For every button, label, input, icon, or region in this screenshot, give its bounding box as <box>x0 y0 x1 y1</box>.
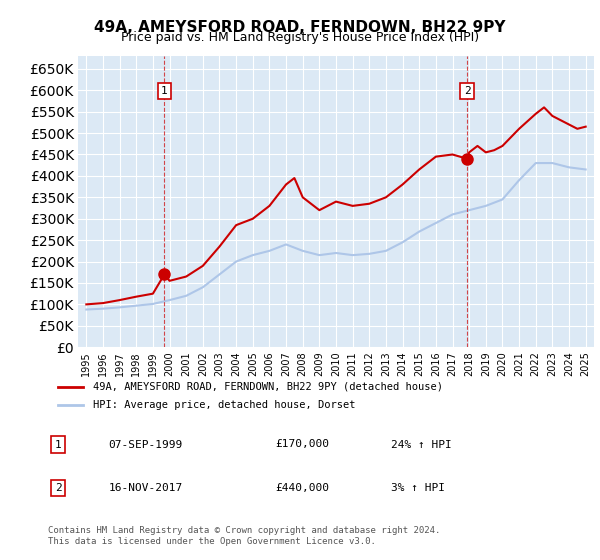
Text: 2: 2 <box>464 86 470 96</box>
Text: 24% ↑ HPI: 24% ↑ HPI <box>391 440 451 450</box>
Text: 07-SEP-1999: 07-SEP-1999 <box>109 440 183 450</box>
Text: 2: 2 <box>55 483 61 493</box>
Text: 49A, AMEYSFORD ROAD, FERNDOWN, BH22 9PY (detached house): 49A, AMEYSFORD ROAD, FERNDOWN, BH22 9PY … <box>94 382 443 392</box>
Text: £440,000: £440,000 <box>275 483 329 493</box>
Text: 3% ↑ HPI: 3% ↑ HPI <box>391 483 445 493</box>
Text: 16-NOV-2017: 16-NOV-2017 <box>109 483 183 493</box>
Text: 49A, AMEYSFORD ROAD, FERNDOWN, BH22 9PY: 49A, AMEYSFORD ROAD, FERNDOWN, BH22 9PY <box>94 20 506 35</box>
Text: 1: 1 <box>161 86 168 96</box>
Text: HPI: Average price, detached house, Dorset: HPI: Average price, detached house, Dors… <box>94 400 356 410</box>
Text: Contains HM Land Registry data © Crown copyright and database right 2024.
This d: Contains HM Land Registry data © Crown c… <box>48 526 440 546</box>
Text: Price paid vs. HM Land Registry's House Price Index (HPI): Price paid vs. HM Land Registry's House … <box>121 31 479 44</box>
Text: £170,000: £170,000 <box>275 440 329 450</box>
Text: 1: 1 <box>55 440 61 450</box>
